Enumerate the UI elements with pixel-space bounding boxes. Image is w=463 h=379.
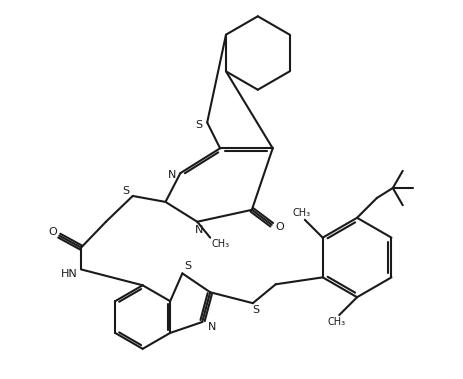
Text: CH₃: CH₃ xyxy=(292,208,310,218)
Text: N: N xyxy=(194,225,203,235)
Text: S: S xyxy=(122,186,129,196)
Text: S: S xyxy=(195,121,202,130)
Text: S: S xyxy=(252,305,259,315)
Text: N: N xyxy=(168,170,176,180)
Text: O: O xyxy=(275,222,283,232)
Text: O: O xyxy=(48,227,56,237)
Text: N: N xyxy=(207,322,216,332)
Text: HN: HN xyxy=(61,269,77,279)
Text: CH₃: CH₃ xyxy=(211,239,229,249)
Text: CH₃: CH₃ xyxy=(326,317,344,327)
Text: S: S xyxy=(183,262,190,271)
